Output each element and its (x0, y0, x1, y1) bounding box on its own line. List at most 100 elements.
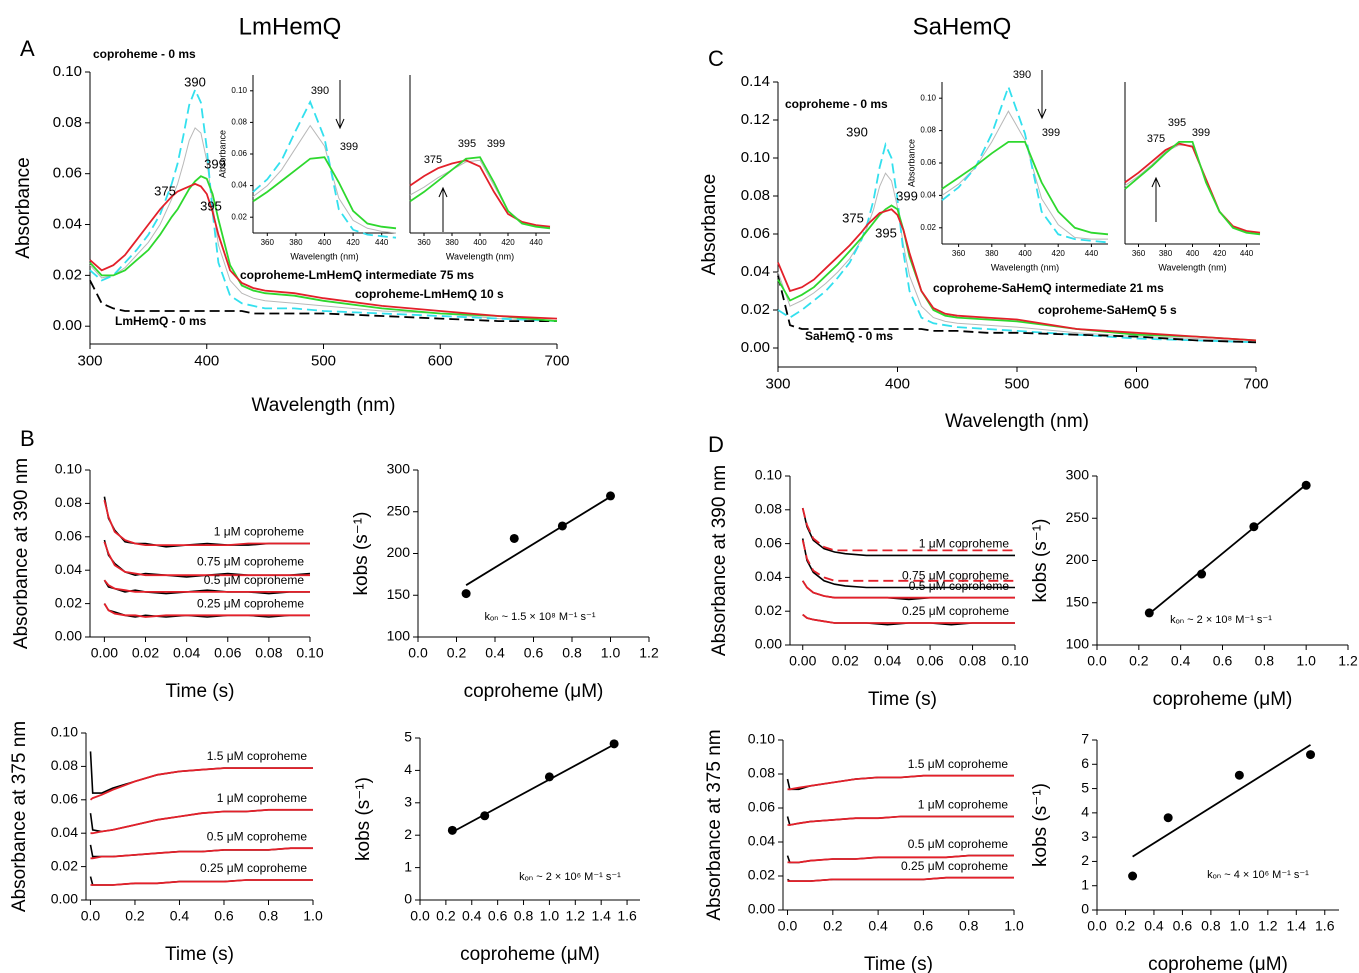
y-tick-label: 0.06 (55, 528, 82, 544)
x-tick-label: 0.0 (1087, 918, 1107, 934)
x-tick-label: 0.6 (1173, 918, 1193, 934)
x-tick-label: 440 (1240, 249, 1254, 258)
series-line (89, 182, 558, 320)
panel-label: D (708, 432, 724, 457)
series-line (787, 774, 1014, 791)
y-axis-label: kobs (s⁻¹) (351, 512, 372, 596)
annotation: 375 (842, 210, 864, 225)
x-tick-label: 440 (1085, 249, 1099, 258)
annotation: 375 (154, 183, 176, 198)
y-tick-label: 200 (1066, 551, 1090, 567)
y-tick-label: 0.10 (755, 467, 782, 483)
y-tick-label: 0.00 (53, 317, 82, 334)
x-tick-label: 380 (985, 249, 999, 258)
series-line (801, 507, 1015, 557)
x-tick-label: 380 (289, 238, 303, 247)
series-line (777, 275, 1257, 344)
series-line (465, 495, 611, 586)
series-line (801, 538, 1015, 589)
annotation: kₒₙ ~ 4 × 10⁶ M⁻¹ s⁻¹ (1207, 869, 1309, 881)
y-axis-label: Absorbance (906, 139, 916, 187)
annotation: 395 (875, 225, 897, 240)
y-tick-label: 0.00 (51, 891, 78, 907)
y-tick-label: 5 (404, 729, 412, 745)
y-tick-label: 0.06 (51, 791, 78, 807)
series-line (801, 539, 1015, 582)
y-axis-label: kobs (s⁻¹) (353, 777, 374, 861)
column-title: LmHemQ (239, 13, 342, 40)
data-point (1234, 770, 1244, 780)
x-tick-label: 420 (1213, 249, 1227, 258)
y-tick-label: 0.08 (920, 126, 936, 135)
series-label: 0.5 μM coproheme (204, 573, 305, 587)
y-tick-label: 0.08 (55, 494, 82, 510)
series-label: 1 μM coproheme (214, 525, 305, 539)
y-tick-label: 0.00 (55, 628, 82, 644)
x-tick-label: 1.4 (1287, 918, 1307, 934)
series-line (252, 124, 397, 234)
data-point (1163, 813, 1173, 823)
x-tick-label: 400 (1018, 249, 1032, 258)
annotation: 390 (846, 124, 868, 139)
y-tick-label: 0.08 (53, 114, 82, 131)
y-tick-label: 0.00 (755, 636, 782, 652)
y-tick-label: 0.02 (51, 857, 78, 873)
y-tick-label: 0.10 (748, 731, 775, 747)
series-line (103, 496, 310, 548)
series-label: 1.5 μM coproheme (207, 749, 308, 763)
arrow-head (1151, 176, 1161, 188)
x-axis-label: coproheme (μM) (464, 681, 604, 702)
series-label: LmHemQ - 0 ms (115, 314, 207, 328)
series-line (89, 127, 558, 322)
annotation: 399 (204, 156, 226, 171)
data-point (447, 825, 457, 835)
x-tick-label: 0.8 (1255, 653, 1275, 669)
x-tick-label: 0.8 (514, 908, 534, 924)
x-tick-label: 500 (1004, 376, 1029, 393)
x-tick-label: 0.2 (436, 908, 456, 924)
x-tick-label: 700 (544, 353, 569, 370)
x-tick-label: 0.4 (170, 908, 190, 924)
y-axis-label: kobs (s⁻¹) (1030, 519, 1051, 603)
x-tick-label: 0.00 (789, 653, 816, 669)
series-label: 1 μM coproheme (217, 791, 308, 805)
x-tick-label: 1.0 (540, 908, 560, 924)
x-tick-label: 1.2 (1258, 918, 1278, 934)
x-axis-label: Wavelength (nm) (1158, 262, 1226, 272)
annotation: 390 (1013, 69, 1031, 81)
series-label: coproheme-LmHemQ 10 s (355, 287, 504, 301)
x-tick-label: 1.6 (617, 908, 637, 924)
series-label: 0.5 μM coproheme (908, 837, 1009, 851)
x-tick-label: 0.10 (1001, 653, 1028, 669)
x-tick-label: 0.2 (1129, 653, 1149, 669)
x-tick-label: 0.8 (259, 908, 279, 924)
series-line (89, 175, 558, 322)
y-tick-label: 0.12 (741, 111, 770, 128)
arrow-head (335, 118, 345, 130)
annotation: 395 (458, 138, 476, 150)
x-tick-label: 1.2 (1338, 653, 1358, 669)
y-tick-label: 250 (387, 502, 411, 518)
annotation: kₒₙ ~ 2 × 10⁶ M⁻¹ s⁻¹ (519, 871, 621, 883)
x-axis-label: Wavelength (nm) (252, 395, 396, 416)
y-tick-label: 0.10 (920, 93, 936, 102)
panel-label: C (708, 46, 724, 71)
x-axis-label: Wavelength (nm) (446, 251, 514, 261)
y-tick-label: 0.08 (231, 118, 247, 127)
x-tick-label: 600 (1124, 376, 1149, 393)
y-tick-label: 0 (1081, 901, 1089, 917)
series-label: coproheme-SaHemQ intermediate 21 ms (933, 281, 1164, 295)
series-line (409, 159, 551, 228)
y-tick-label: 2 (404, 826, 412, 842)
annotation: kₒₙ ~ 1.5 × 10⁸ M⁻¹ s⁻¹ (485, 611, 596, 623)
x-tick-label: 0.04 (874, 653, 901, 669)
x-tick-label: 0.6 (914, 918, 934, 934)
y-tick-label: 0.04 (920, 191, 936, 200)
x-axis-label: Wavelength (nm) (991, 262, 1059, 272)
x-tick-label: 380 (1159, 249, 1173, 258)
series-line (777, 208, 1257, 342)
series-label: 0.5 μM coproheme (909, 579, 1010, 593)
y-tick-label: 2 (1081, 852, 1089, 868)
series-line (1124, 141, 1261, 236)
series-label: 0.75 μM coproheme (197, 555, 304, 569)
